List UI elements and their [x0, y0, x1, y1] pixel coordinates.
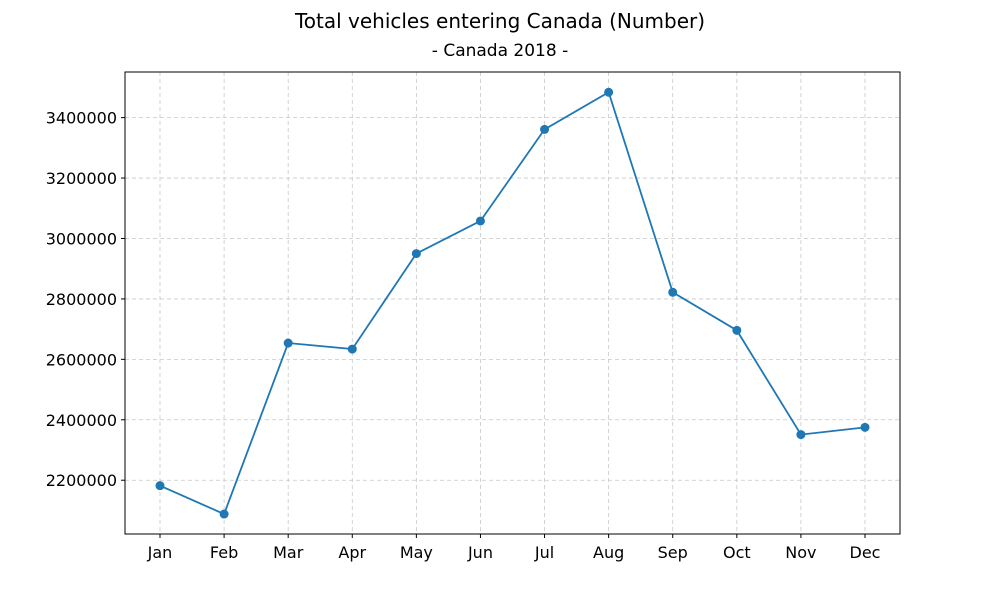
- data-point: [475, 216, 485, 226]
- x-tick-label: Feb: [210, 543, 238, 562]
- y-tick-label: 2600000: [46, 350, 117, 369]
- y-tick-label: 3000000: [46, 229, 117, 248]
- x-tick-label: Jun: [467, 543, 493, 562]
- chart-subtitle: - Canada 2018 -: [431, 41, 569, 61]
- data-point: [668, 287, 678, 297]
- series-line: [159, 90, 866, 516]
- chart-title: Total vehicles entering Canada (Number): [294, 9, 706, 33]
- y-tick-label: 2200000: [46, 471, 117, 490]
- axis-ticks: Jan Feb Mar Apr May Jun Jul Aug Sep Oct Nov Dec 2200…: [46, 109, 881, 562]
- data-point: [796, 430, 806, 440]
- data-point: [860, 422, 870, 432]
- x-tick-label: Apr: [338, 543, 366, 562]
- data-point: [283, 338, 293, 348]
- x-tick-label: Oct: [723, 543, 751, 562]
- plot-frame: [124, 71, 901, 535]
- y-tick-label: 3200000: [46, 169, 117, 188]
- data-point: [732, 325, 742, 335]
- x-tick-label: Dec: [850, 543, 881, 562]
- data-point: [540, 124, 550, 134]
- data-point: [219, 509, 229, 519]
- data-point: [411, 249, 421, 259]
- y-tick-label: 2400000: [46, 411, 117, 430]
- series-layer: [155, 87, 870, 519]
- data-point: [155, 481, 165, 491]
- grid-lines: [125, 72, 900, 534]
- x-tick-label: Jul: [534, 543, 554, 562]
- data-point: [604, 87, 614, 97]
- x-tick-label: Sep: [658, 543, 688, 562]
- x-tick-label: May: [400, 543, 433, 562]
- y-tick-label: 3400000: [46, 109, 117, 128]
- x-tick-label: Nov: [785, 543, 816, 562]
- y-tick-label: 2800000: [46, 290, 117, 309]
- x-tick-label: Mar: [273, 543, 304, 562]
- x-tick-label: Aug: [593, 543, 624, 562]
- data-point: [347, 344, 357, 354]
- x-tick-label: Jan: [147, 543, 173, 562]
